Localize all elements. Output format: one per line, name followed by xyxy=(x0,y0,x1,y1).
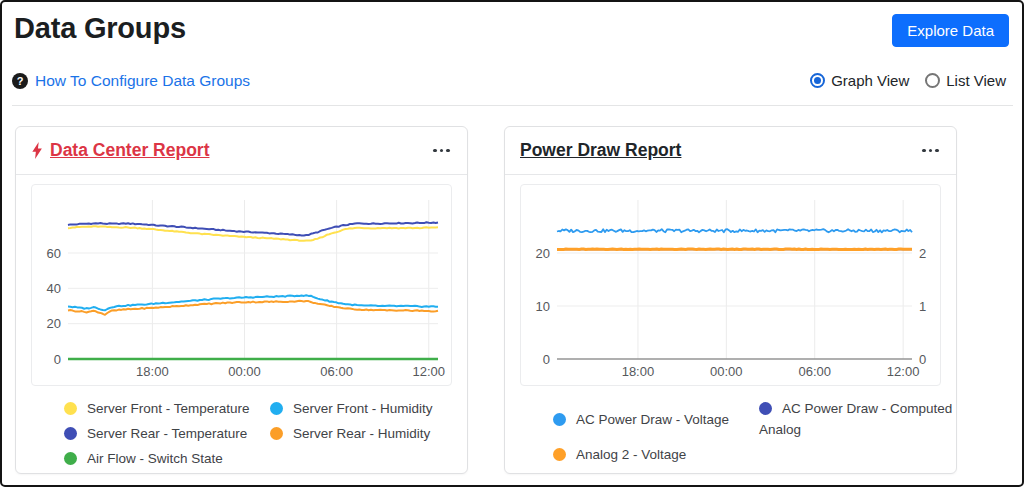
legend-dot-icon xyxy=(270,427,283,440)
series-server-front-temperature xyxy=(68,226,438,241)
card-power-draw-report: Power Draw Report 18:0000:0006:0012:0001… xyxy=(504,126,957,474)
series-server-front-humidity xyxy=(68,295,438,310)
legend-dot-icon xyxy=(64,452,77,465)
question-circle-icon[interactable]: ? xyxy=(12,73,28,89)
svg-text:60: 60 xyxy=(47,246,61,261)
legend-label: Server Rear - Temperature xyxy=(87,426,247,441)
graph-view-label: Graph View xyxy=(831,72,909,89)
radio-selected-icon xyxy=(810,73,825,88)
svg-text:12:00: 12:00 xyxy=(887,364,920,379)
svg-text:10: 10 xyxy=(536,299,550,314)
power-draw-chart: 18:0000:0006:0012:0001020012 xyxy=(520,184,941,386)
svg-text:0: 0 xyxy=(543,352,550,367)
svg-text:0: 0 xyxy=(919,352,926,367)
card-header: Power Draw Report xyxy=(505,127,956,175)
legend-label: AC Power Draw - Voltage xyxy=(576,412,729,427)
series-server-rear-humidity xyxy=(68,301,438,315)
page-title: Data Groups xyxy=(14,12,186,45)
data-center-legend: Server Front - Temperature Server Front -… xyxy=(31,398,452,469)
power-draw-report-link[interactable]: Power Draw Report xyxy=(520,140,681,161)
header-divider xyxy=(12,105,1013,106)
legend-label: Air Flow - Switch State xyxy=(87,451,223,466)
card-title-text: Power Draw Report xyxy=(520,140,681,161)
data-center-chart: 18:00 00:00 06:00 12:00 0 20 40 60 xyxy=(31,184,452,386)
legend-item[interactable]: AC Power Draw - Computed Analog xyxy=(759,398,967,440)
ellipsis-icon xyxy=(922,149,926,153)
legend-label: Server Front - Humidity xyxy=(293,401,433,416)
cards-container: Data Center Report 18:0000:0006:0012:000… xyxy=(15,126,957,474)
svg-text:0: 0 xyxy=(54,352,61,367)
legend-dot-icon xyxy=(553,448,566,461)
legend-dot-icon xyxy=(553,413,566,426)
legend-label: Server Front - Temperature xyxy=(87,401,250,416)
ellipsis-icon xyxy=(433,149,437,153)
svg-text:40: 40 xyxy=(47,281,61,296)
legend-label: AC Power Draw - Computed Analog xyxy=(759,401,952,437)
svg-text:20: 20 xyxy=(536,246,550,261)
svg-text:18:00: 18:00 xyxy=(136,364,169,379)
radio-unselected-icon xyxy=(925,73,940,88)
app-window: Data Groups Explore Data ? How To Config… xyxy=(0,0,1024,487)
svg-text:2: 2 xyxy=(919,246,926,261)
power-draw-legend: AC Power Draw - VoltageAC Power Draw - C… xyxy=(520,398,941,465)
legend-item[interactable]: Analog 2 - Voltage xyxy=(553,444,759,465)
explore-data-button[interactable]: Explore Data xyxy=(892,14,1009,47)
svg-text:12:00: 12:00 xyxy=(412,364,445,379)
legend-dot-icon xyxy=(64,427,77,440)
legend-label: Server Rear - Humidity xyxy=(293,426,430,441)
legend-item[interactable]: Server Front - Temperature xyxy=(64,398,270,419)
list-view-radio[interactable]: List View xyxy=(925,72,1006,89)
legend-item[interactable]: Server Rear - Temperature xyxy=(64,423,270,444)
svg-text:06:00: 06:00 xyxy=(320,364,353,379)
legend-dot-icon xyxy=(759,402,772,415)
legend-item[interactable]: Server Rear - Humidity xyxy=(270,423,478,444)
svg-text:00:00: 00:00 xyxy=(228,364,261,379)
card-data-center-report: Data Center Report 18:00 00:00 06:00 12:00 0… xyxy=(15,126,468,474)
legend-dot-icon xyxy=(64,402,77,415)
more-options-button[interactable] xyxy=(431,143,452,159)
svg-text:20: 20 xyxy=(47,316,61,331)
svg-text:18:00: 18:00 xyxy=(622,364,655,379)
legend-dot-icon xyxy=(270,402,283,415)
series-analog-2-voltage xyxy=(557,249,912,250)
legend-item[interactable]: AC Power Draw - Voltage xyxy=(553,409,759,430)
how-to-configure-link[interactable]: How To Configure Data Groups xyxy=(35,72,250,90)
more-options-button[interactable] xyxy=(920,143,941,159)
legend-label: Analog 2 - Voltage xyxy=(576,447,686,462)
legend-item[interactable]: Server Front - Humidity xyxy=(270,398,478,419)
help-row: ? How To Configure Data Groups xyxy=(12,72,250,90)
svg-text:00:00: 00:00 xyxy=(710,364,743,379)
list-view-label: List View xyxy=(946,72,1006,89)
series-ac-power-draw-voltage xyxy=(557,229,912,232)
card-body: 18:0000:0006:0012:0001020012 AC Power Dr… xyxy=(505,175,956,477)
card-header: Data Center Report xyxy=(16,127,467,175)
view-toggle: Graph View List View xyxy=(810,72,1006,89)
legend-item[interactable]: Air Flow - Switch State xyxy=(64,448,270,469)
svg-text:1: 1 xyxy=(919,299,926,314)
card-title-text: Data Center Report xyxy=(50,140,209,161)
data-center-report-link[interactable]: Data Center Report xyxy=(31,140,209,161)
lightning-bolt-icon xyxy=(31,142,43,159)
svg-text:06:00: 06:00 xyxy=(798,364,831,379)
card-body: 18:00 00:00 06:00 12:00 0 20 40 60 Server Front… xyxy=(16,175,467,481)
graph-view-radio[interactable]: Graph View xyxy=(810,72,909,89)
